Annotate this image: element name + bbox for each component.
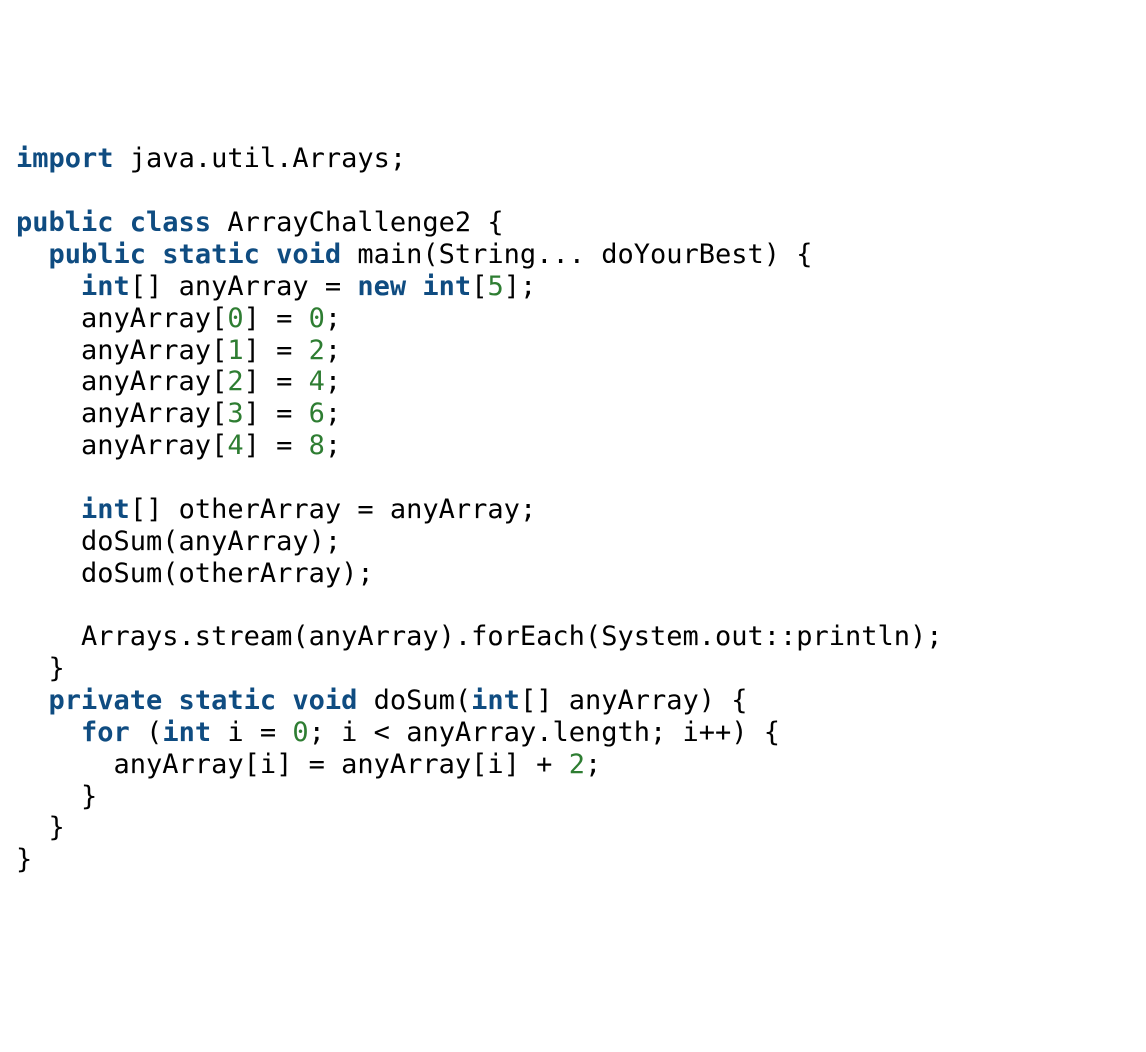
code-token: int <box>471 685 520 716</box>
code-line: } <box>16 781 1130 813</box>
code-token: import <box>16 143 114 174</box>
code-line <box>16 462 1130 494</box>
code-line: int[] otherArray = anyArray; <box>16 494 1130 526</box>
code-token: 4 <box>309 366 325 397</box>
code-token: int <box>81 271 130 302</box>
code-token: ; <box>325 398 341 429</box>
code-line: } <box>16 844 1130 876</box>
code-token: [] anyArray = <box>130 271 358 302</box>
code-token: 8 <box>309 430 325 461</box>
code-token: [ <box>471 271 487 302</box>
code-line: doSum(anyArray); <box>16 526 1130 558</box>
code-line: anyArray[4] = 8; <box>16 430 1130 462</box>
code-token <box>16 271 81 302</box>
code-token: ( <box>130 717 163 748</box>
code-token: ]; <box>504 271 537 302</box>
code-line: anyArray[i] = anyArray[i] + 2; <box>16 749 1130 781</box>
code-line <box>16 175 1130 207</box>
code-token: 2 <box>309 335 325 366</box>
code-line <box>16 589 1130 621</box>
code-token: ] = <box>244 430 309 461</box>
code-line: } <box>16 812 1130 844</box>
code-token: ; <box>585 749 601 780</box>
code-token: 2 <box>227 366 243 397</box>
code-line: } <box>16 653 1130 685</box>
code-line: public static void main(String... doYour… <box>16 239 1130 271</box>
code-token: 0 <box>227 303 243 334</box>
code-token: 0 <box>292 717 308 748</box>
code-token: public class <box>16 207 211 238</box>
code-token: 2 <box>569 749 585 780</box>
code-token: ] = <box>244 366 309 397</box>
code-token: anyArray[i] = anyArray[i] + <box>16 749 569 780</box>
code-token: private static void <box>49 685 358 716</box>
code-token: } <box>16 844 32 875</box>
code-line: import java.util.Arrays; <box>16 143 1130 175</box>
code-token: anyArray[ <box>16 430 227 461</box>
code-token: int <box>81 494 130 525</box>
code-token: anyArray[ <box>16 366 227 397</box>
code-token: anyArray[ <box>16 303 227 334</box>
code-token: } <box>16 812 65 843</box>
code-token: main(String... doYourBest) { <box>341 239 812 270</box>
code-token: ; <box>325 430 341 461</box>
code-token <box>16 494 81 525</box>
code-token: } <box>16 653 65 684</box>
code-token: new int <box>357 271 471 302</box>
code-token: ] = <box>244 335 309 366</box>
code-token <box>16 685 49 716</box>
code-token: ] = <box>244 398 309 429</box>
code-token: for <box>81 717 130 748</box>
code-line: anyArray[0] = 0; <box>16 303 1130 335</box>
code-line: public class ArrayChallenge2 { <box>16 207 1130 239</box>
code-line: anyArray[3] = 6; <box>16 398 1130 430</box>
code-token: 1 <box>227 335 243 366</box>
code-line: private static void doSum(int[] anyArray… <box>16 685 1130 717</box>
code-token: 3 <box>227 398 243 429</box>
code-token: doSum(anyArray); <box>16 526 341 557</box>
code-block: import java.util.Arrays; public class Ar… <box>16 143 1130 876</box>
code-token: 4 <box>227 430 243 461</box>
code-token: 6 <box>309 398 325 429</box>
code-token: ] = <box>244 303 309 334</box>
code-token: Arrays.stream(anyArray).forEach(System.o… <box>16 621 943 652</box>
code-token: ; <box>325 303 341 334</box>
code-token <box>16 239 49 270</box>
code-line: anyArray[2] = 4; <box>16 366 1130 398</box>
code-token: anyArray[ <box>16 335 227 366</box>
code-token: public static void <box>49 239 342 270</box>
code-token: 0 <box>309 303 325 334</box>
code-line: for (int i = 0; i < anyArray.length; i++… <box>16 717 1130 749</box>
code-token: doSum( <box>357 685 471 716</box>
code-token: anyArray[ <box>16 398 227 429</box>
code-token: ; <box>325 335 341 366</box>
code-token: ; <box>325 366 341 397</box>
code-token: i = <box>211 717 292 748</box>
code-token: java.util.Arrays; <box>114 143 407 174</box>
code-token: ; i < anyArray.length; i++) { <box>309 717 780 748</box>
code-line: int[] anyArray = new int[5]; <box>16 271 1130 303</box>
code-line: doSum(otherArray); <box>16 558 1130 590</box>
code-token: } <box>16 781 97 812</box>
code-line: Arrays.stream(anyArray).forEach(System.o… <box>16 621 1130 653</box>
code-token: [] anyArray) { <box>520 685 748 716</box>
code-token: ArrayChallenge2 { <box>211 207 504 238</box>
code-token: doSum(otherArray); <box>16 558 374 589</box>
code-token: [] otherArray = anyArray; <box>130 494 536 525</box>
code-token: int <box>162 717 211 748</box>
code-token: 5 <box>487 271 503 302</box>
code-token <box>16 717 81 748</box>
code-line: anyArray[1] = 2; <box>16 335 1130 367</box>
